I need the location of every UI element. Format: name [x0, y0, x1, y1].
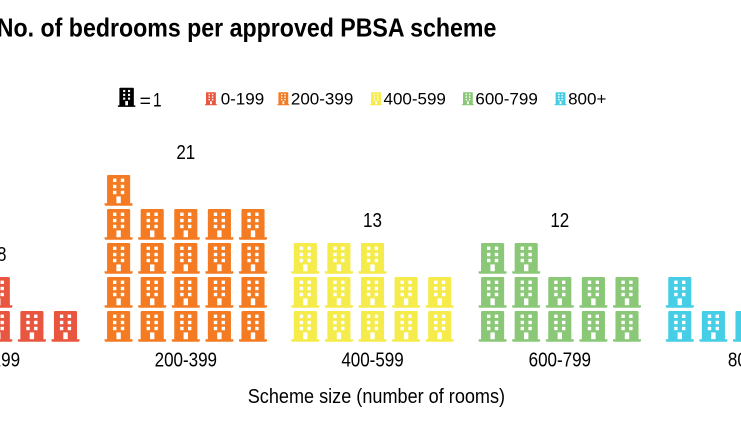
svg-text:=: = — [140, 91, 151, 112]
svg-text:0-199: 0-199 — [0, 348, 20, 371]
svg-text:800+: 800+ — [728, 348, 741, 371]
svg-text:400-599: 400-599 — [384, 90, 446, 109]
svg-text:21: 21 — [176, 140, 195, 163]
svg-text:200-399: 200-399 — [155, 348, 217, 371]
svg-text:600-799: 600-799 — [529, 348, 591, 371]
svg-text:1: 1 — [153, 89, 162, 111]
svg-text:800+: 800+ — [568, 90, 606, 109]
svg-text:8: 8 — [0, 242, 6, 265]
svg-text:200-399: 200-399 — [291, 90, 353, 109]
svg-text:600-799: 600-799 — [475, 90, 537, 109]
svg-text:No. of bedrooms per approved P: No. of bedrooms per approved PBSA scheme — [0, 15, 496, 44]
svg-text:12: 12 — [550, 208, 569, 231]
svg-text:13: 13 — [363, 208, 382, 231]
svg-text:0-199: 0-199 — [221, 90, 264, 109]
svg-text:400-599: 400-599 — [341, 348, 403, 371]
svg-text:Scheme size (number of rooms): Scheme size (number of rooms) — [248, 386, 505, 408]
